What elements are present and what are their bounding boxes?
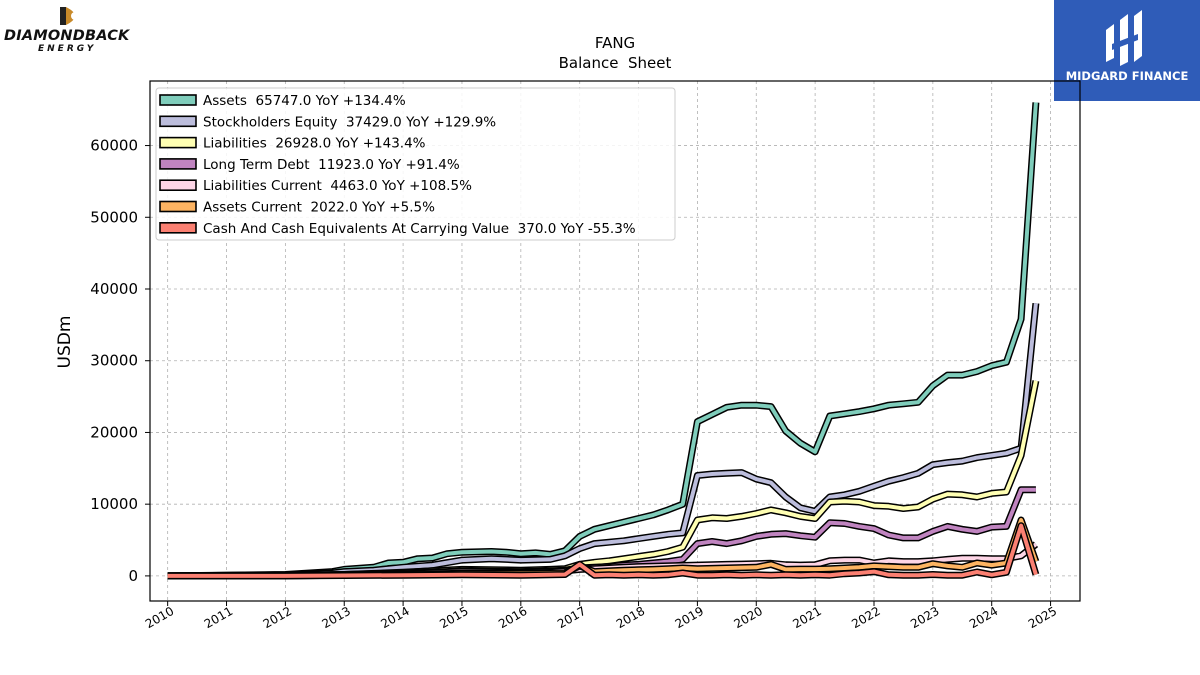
- legend-swatch: [159, 115, 197, 128]
- x-tick-label: 2016: [496, 604, 529, 631]
- x-tick-label: 2014: [378, 604, 411, 631]
- legend-label: Stockholders Equity 37429.0 YoY +129.9%: [203, 114, 496, 130]
- x-tick-label: 2017: [555, 604, 588, 631]
- chart-title: FANG: [595, 34, 635, 52]
- y-axis-label: USDm: [55, 316, 75, 369]
- legend-swatch: [159, 158, 197, 170]
- legend-box: [155, 87, 676, 241]
- left-logo-sub: ENERGY: [38, 44, 97, 54]
- x-tick-label: 2024: [967, 604, 1000, 631]
- emblem-bar: [60, 7, 66, 25]
- legend-swatch: [159, 222, 197, 234]
- diamondback-emblem-icon: [60, 7, 79, 25]
- x-tick-label: 2010: [143, 604, 176, 631]
- y-tick-label: 30000: [90, 352, 138, 370]
- emblem-arc: [66, 7, 75, 25]
- midgard-emblem-icon: [1106, 10, 1142, 66]
- y-tick-label: 50000: [90, 208, 138, 226]
- legend-swatch: [159, 200, 197, 213]
- x-tick-label: 2025: [1026, 604, 1059, 631]
- plot-frame: [149, 80, 1081, 602]
- legend-label: Liabilities Current 4463.0 YoY +108.5%: [203, 178, 472, 194]
- emblem-left-pillar: [1106, 24, 1114, 62]
- diamondback-logo: DIAMONDBACK ENERGY: [4, 4, 144, 56]
- x-tick-label: 2015: [437, 604, 470, 631]
- x-tick-label: 2011: [202, 604, 235, 631]
- y-tick-label: 60000: [90, 137, 138, 155]
- legend: Assets 65747.0 YoY +134.4% Stockholders E…: [155, 87, 676, 241]
- legend-swatch: [159, 94, 197, 106]
- legend-swatch: [159, 136, 197, 149]
- x-tick-label: 2020: [732, 604, 765, 631]
- right-logo-name: MIDGARD FINANCE: [1065, 69, 1189, 83]
- midgard-finance-logo: MIDGARD FINANCE: [1054, 0, 1200, 101]
- x-tick-label: 2019: [673, 604, 706, 631]
- legend-label: Cash And Cash Equivalents At Carrying Va…: [203, 221, 636, 237]
- series-line: [167, 102, 1038, 578]
- chart-subtitle: Balance Sheet: [559, 54, 672, 72]
- series-group: [167, 102, 1040, 580]
- legend-label: Long Term Debt 11923.0 YoY +91.4%: [203, 157, 460, 173]
- legend-swatch: [159, 179, 197, 191]
- legend-label: Assets Current 2022.0 YoY +5.5%: [203, 200, 435, 216]
- x-tick-label: 2018: [614, 604, 647, 631]
- x-tick-label: 2022: [849, 604, 882, 631]
- x-tick-label: 2013: [320, 604, 353, 631]
- y-tick-label: 10000: [90, 495, 138, 513]
- y-tick-label: 40000: [90, 280, 138, 298]
- left-logo-brand: DIAMONDBACK: [4, 28, 130, 44]
- y-tick-label: 0: [128, 567, 138, 585]
- legend-label: Assets 65747.0 YoY +134.4%: [203, 93, 406, 109]
- x-tick-label: 2021: [790, 604, 823, 631]
- x-tick-label: 2012: [261, 604, 294, 631]
- legend-label: Liabilities 26928.0 YoY +143.4%: [203, 136, 426, 152]
- series-line: [167, 303, 1038, 578]
- emblem-cross: [1112, 34, 1138, 50]
- x-tick-label: 2023: [908, 604, 941, 631]
- y-tick-label: 20000: [90, 423, 138, 441]
- emblem-hole: [71, 12, 79, 20]
- series-line: [167, 523, 1038, 578]
